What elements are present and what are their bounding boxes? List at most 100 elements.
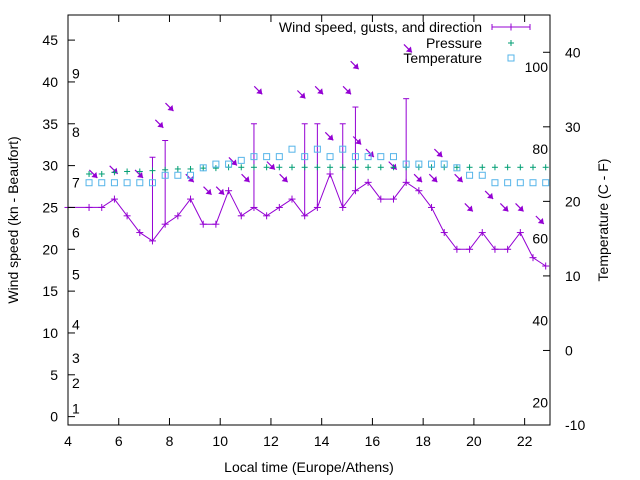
beaufort-label: 5 xyxy=(72,266,80,282)
wind-point xyxy=(212,220,220,228)
beaufort-label: 9 xyxy=(72,66,80,82)
wind-point xyxy=(187,195,195,203)
arrow-head xyxy=(268,163,275,170)
direction-arrow xyxy=(464,203,474,212)
legend-label-pressure: Pressure xyxy=(426,35,482,51)
x-tick-label: 14 xyxy=(314,433,330,449)
pressure-point xyxy=(517,164,524,171)
arrow-head xyxy=(91,171,98,178)
wind-point xyxy=(250,203,258,211)
beaufort-label: 1 xyxy=(72,400,80,416)
wind-point xyxy=(288,195,296,203)
temperature-point xyxy=(225,160,233,168)
wind-point xyxy=(504,245,512,253)
wind-point xyxy=(542,262,550,270)
arrow-head xyxy=(431,176,438,183)
pressure-point xyxy=(542,164,549,171)
pressure-point xyxy=(479,164,486,171)
temperature-point xyxy=(161,171,169,179)
direction-arrow xyxy=(324,131,334,141)
y-tick-label: 10 xyxy=(42,325,58,341)
wind-point xyxy=(199,220,207,228)
direction-arrow xyxy=(350,60,360,70)
arrow-head xyxy=(218,188,225,195)
pressure-point xyxy=(530,164,537,171)
temperature-point xyxy=(351,153,359,161)
y-tick-label: 0 xyxy=(50,409,58,425)
arrow-head xyxy=(405,46,412,53)
temperature-point xyxy=(136,179,144,187)
direction-arrow xyxy=(88,169,98,179)
beaufort-label: 7 xyxy=(72,174,80,190)
temperature-point xyxy=(288,145,296,153)
wind-point xyxy=(225,187,233,195)
x-tick-label: 22 xyxy=(517,433,533,449)
temperature-point xyxy=(377,153,385,161)
wind-point xyxy=(326,170,334,178)
direction-arrow xyxy=(253,85,263,95)
arrow-head xyxy=(205,188,212,195)
x-tick-label: 18 xyxy=(415,433,431,449)
y2-tick-label: 40 xyxy=(565,44,581,60)
pressure-point xyxy=(98,170,105,177)
wind-point xyxy=(529,254,537,262)
direction-arrow xyxy=(388,161,398,171)
wind-point xyxy=(123,212,131,220)
y2-tick-label: 10 xyxy=(565,268,581,284)
wind-point xyxy=(339,203,347,211)
pressure-point xyxy=(339,164,346,171)
direction-arrow xyxy=(241,173,251,183)
direction-arrow xyxy=(215,186,225,196)
pressure-point xyxy=(365,164,372,171)
direction-arrow xyxy=(266,161,276,171)
fahrenheit-label: 20 xyxy=(532,395,548,411)
wind-point xyxy=(313,203,321,211)
y-tick-label: 20 xyxy=(42,241,58,257)
wind-point xyxy=(301,212,309,220)
pressure-point xyxy=(491,164,498,171)
direction-arrow xyxy=(228,157,238,166)
temperature-point xyxy=(440,160,448,168)
direction-arrow xyxy=(403,44,413,53)
direction-arrow xyxy=(134,169,144,179)
arrow-head xyxy=(157,121,164,128)
pressure-point xyxy=(250,164,257,171)
direction-arrow xyxy=(428,173,438,183)
pressure-point xyxy=(124,168,131,175)
pressure-point xyxy=(276,164,283,171)
direction-arrow xyxy=(154,119,164,129)
x-tick-label: 16 xyxy=(365,433,381,449)
temperature-point xyxy=(98,179,106,187)
axes-layer: 4 6 8 10 12 14 16 18 20 22051015202530354045-1001… xyxy=(5,14,611,475)
pressure-point xyxy=(466,164,473,171)
arrow-head xyxy=(416,176,423,183)
arrow-head xyxy=(317,88,324,95)
temperature-point xyxy=(415,160,423,168)
direction-arrow xyxy=(535,215,545,225)
y-tick-label: 45 xyxy=(42,32,58,48)
wind-point xyxy=(516,229,524,237)
pressure-point xyxy=(327,164,334,171)
temperature-point xyxy=(529,179,537,187)
temperature-point xyxy=(174,171,182,179)
direction-arrow xyxy=(352,136,362,145)
direction-arrow xyxy=(454,173,464,183)
temperature-point xyxy=(402,160,410,168)
arrow-head xyxy=(345,88,352,95)
x-tick-label: 10 xyxy=(212,433,228,449)
wind-point xyxy=(85,203,93,211)
temperature-point xyxy=(339,145,347,153)
y-tick-label: 35 xyxy=(42,116,58,132)
plot-border xyxy=(67,14,551,426)
beaufort-label: 2 xyxy=(72,375,80,391)
pressure-point xyxy=(200,165,207,172)
arrow-head xyxy=(243,176,250,183)
pressure-point xyxy=(377,164,384,171)
pressure-point xyxy=(301,164,308,171)
temperature-point xyxy=(237,156,245,164)
pressure-point xyxy=(314,164,321,171)
y2-tick-label: 0 xyxy=(565,342,573,358)
arrow-head xyxy=(256,88,263,95)
wind-point xyxy=(440,229,448,237)
arrow-head xyxy=(487,192,494,199)
